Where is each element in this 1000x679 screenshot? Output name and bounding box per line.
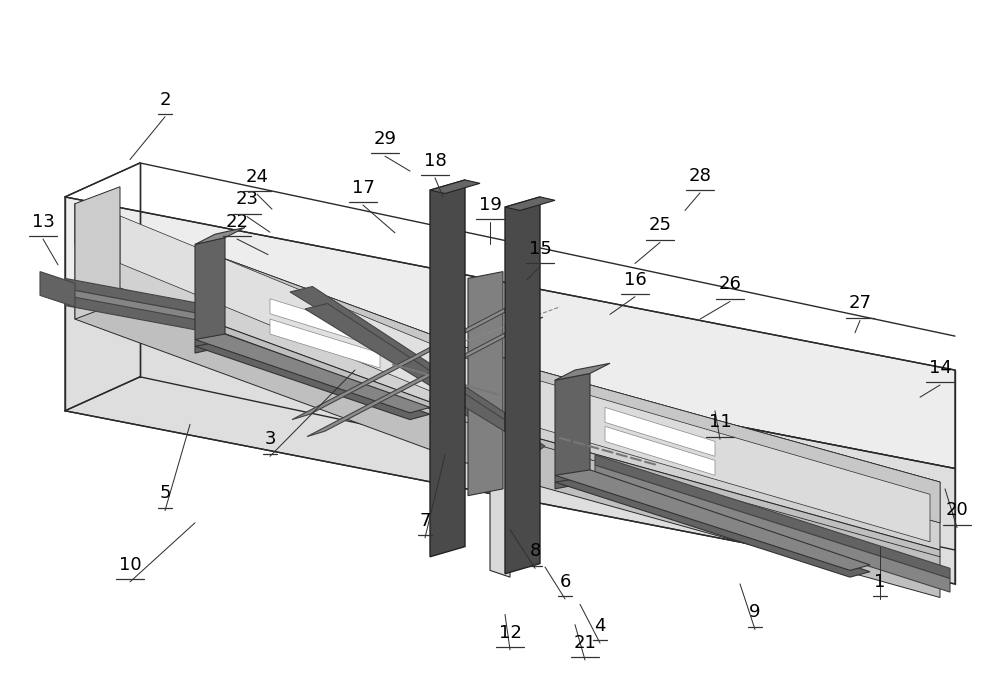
Polygon shape <box>430 180 465 557</box>
Text: 25: 25 <box>648 216 672 234</box>
Text: 10: 10 <box>119 555 141 574</box>
Text: 9: 9 <box>749 603 761 621</box>
Polygon shape <box>270 299 380 348</box>
Polygon shape <box>430 180 480 194</box>
Polygon shape <box>490 353 510 577</box>
Text: 5: 5 <box>159 484 171 502</box>
Polygon shape <box>605 407 715 456</box>
Polygon shape <box>75 272 500 475</box>
Text: 23: 23 <box>236 190 258 208</box>
Polygon shape <box>500 360 940 523</box>
Text: 7: 7 <box>419 511 431 530</box>
Polygon shape <box>510 372 930 542</box>
Polygon shape <box>65 295 955 584</box>
Polygon shape <box>307 317 543 437</box>
Polygon shape <box>505 197 540 574</box>
Polygon shape <box>595 465 950 592</box>
Text: 6: 6 <box>559 572 571 591</box>
Polygon shape <box>65 278 200 314</box>
Text: 24: 24 <box>246 168 268 186</box>
Text: 1: 1 <box>874 572 886 591</box>
Polygon shape <box>430 397 530 436</box>
Polygon shape <box>75 204 500 428</box>
Text: 2: 2 <box>159 90 171 109</box>
Text: 11: 11 <box>709 413 731 431</box>
Polygon shape <box>290 287 530 435</box>
Polygon shape <box>500 428 940 598</box>
Polygon shape <box>120 216 490 416</box>
Polygon shape <box>75 204 500 401</box>
Text: 14: 14 <box>929 359 951 377</box>
Polygon shape <box>195 238 225 353</box>
Polygon shape <box>40 272 75 307</box>
Polygon shape <box>468 272 503 496</box>
Polygon shape <box>270 319 380 368</box>
Polygon shape <box>595 455 950 579</box>
Polygon shape <box>75 187 120 319</box>
Text: 8: 8 <box>529 542 541 560</box>
Text: 20: 20 <box>946 501 968 519</box>
Polygon shape <box>65 197 955 469</box>
Text: 29: 29 <box>374 130 396 148</box>
Polygon shape <box>505 197 555 210</box>
Polygon shape <box>305 304 545 452</box>
Text: 3: 3 <box>264 430 276 448</box>
Text: 15: 15 <box>529 240 551 258</box>
Polygon shape <box>555 373 590 489</box>
Polygon shape <box>65 289 200 327</box>
Text: 21: 21 <box>574 634 596 652</box>
Text: 26: 26 <box>719 275 741 293</box>
Polygon shape <box>195 334 430 413</box>
Polygon shape <box>555 363 610 380</box>
Polygon shape <box>292 300 528 420</box>
Polygon shape <box>195 227 245 244</box>
Text: 28: 28 <box>689 166 711 185</box>
Polygon shape <box>605 426 715 475</box>
Text: 22: 22 <box>226 213 248 231</box>
Polygon shape <box>555 470 870 570</box>
Text: 16: 16 <box>624 270 646 289</box>
Text: 18: 18 <box>424 151 446 170</box>
Polygon shape <box>65 295 200 331</box>
Polygon shape <box>195 341 430 420</box>
Text: 17: 17 <box>352 179 374 197</box>
Text: 4: 4 <box>594 617 606 635</box>
Polygon shape <box>555 477 870 577</box>
Polygon shape <box>500 360 940 550</box>
Text: 12: 12 <box>499 623 521 642</box>
Text: 19: 19 <box>479 196 501 214</box>
Text: 27: 27 <box>848 294 872 312</box>
Text: 13: 13 <box>32 213 54 231</box>
